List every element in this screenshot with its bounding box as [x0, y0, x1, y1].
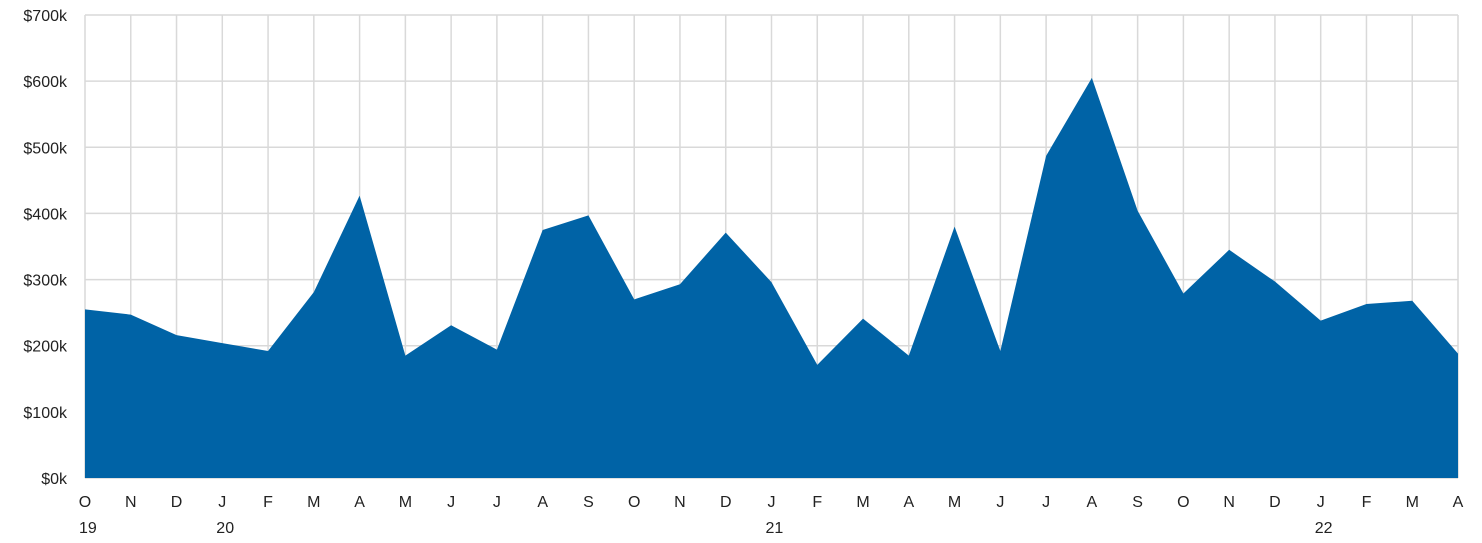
x-year-label: 20 — [216, 520, 234, 537]
x-tick-label: F — [812, 494, 822, 511]
x-tick-label: N — [1223, 494, 1235, 511]
y-tick-label: $0k — [41, 471, 68, 488]
x-tick-label: J — [996, 494, 1004, 511]
x-year-label: 21 — [766, 520, 784, 537]
y-tick-label: $500k — [23, 140, 68, 157]
x-tick-label: J — [768, 494, 776, 511]
x-tick-label: A — [354, 494, 365, 511]
x-tick-label: M — [307, 494, 320, 511]
x-tick-label: S — [583, 494, 594, 511]
x-tick-label: J — [1042, 494, 1050, 511]
x-tick-label: A — [537, 494, 548, 511]
x-year-label: 22 — [1315, 520, 1333, 537]
x-axis-year-labels: 19 20 21 22 — [79, 520, 1333, 537]
y-tick-label: $700k — [23, 8, 68, 25]
y-tick-label: $300k — [23, 273, 68, 290]
x-tick-label: O — [628, 494, 640, 511]
x-tick-label: O — [79, 494, 91, 511]
area-series — [85, 77, 1458, 478]
x-tick-label: O — [1177, 494, 1189, 511]
x-tick-label: M — [399, 494, 412, 511]
x-tick-label: S — [1132, 494, 1143, 511]
x-tick-label: A — [1087, 494, 1098, 511]
x-year-label: 19 — [79, 520, 97, 537]
x-tick-label: A — [903, 494, 914, 511]
y-tick-label: $100k — [23, 405, 68, 422]
x-tick-label: M — [948, 494, 961, 511]
x-tick-label: F — [1362, 494, 1372, 511]
x-tick-label: M — [856, 494, 869, 511]
x-tick-label: M — [1406, 494, 1419, 511]
x-tick-label: N — [674, 494, 686, 511]
x-tick-label: D — [171, 494, 183, 511]
y-tick-label: $600k — [23, 74, 68, 91]
x-tick-label: D — [720, 494, 732, 511]
y-tick-label: $200k — [23, 339, 68, 356]
x-tick-label: J — [447, 494, 455, 511]
y-tick-label: $400k — [23, 206, 68, 223]
x-tick-label: A — [1453, 494, 1464, 511]
x-tick-label: J — [493, 494, 501, 511]
x-tick-label: J — [218, 494, 226, 511]
x-tick-label: J — [1317, 494, 1325, 511]
x-tick-label: D — [1269, 494, 1281, 511]
x-tick-label: F — [263, 494, 273, 511]
x-tick-label: N — [125, 494, 137, 511]
y-axis-labels: $0k $100k $200k $300k $400k $500k $600k $700k — [23, 8, 68, 488]
